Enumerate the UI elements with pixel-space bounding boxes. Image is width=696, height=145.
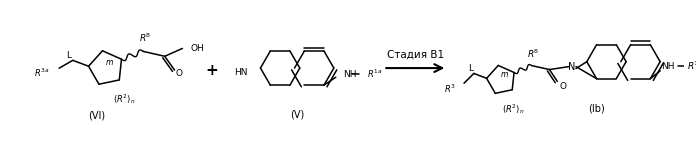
Text: L: L	[66, 51, 72, 60]
Text: NH: NH	[661, 62, 674, 71]
Text: NH: NH	[342, 70, 356, 79]
Text: $(R^2)_n$: $(R^2)_n$	[502, 102, 524, 116]
Text: +: +	[205, 62, 218, 78]
Text: $R^{1a}$: $R^{1a}$	[367, 68, 383, 80]
Text: (Ib): (Ib)	[588, 104, 605, 114]
Text: $R^8$: $R^8$	[139, 31, 151, 44]
Text: O: O	[560, 82, 567, 91]
Text: (V): (V)	[290, 109, 304, 119]
Text: $R^8$: $R^8$	[528, 48, 540, 60]
Text: (VI): (VI)	[88, 110, 105, 120]
Text: $R^3$: $R^3$	[444, 83, 456, 95]
Text: $R^1$: $R^1$	[688, 60, 696, 72]
Text: O: O	[176, 69, 183, 78]
Text: m: m	[500, 70, 508, 79]
Text: Стадия В1: Стадия В1	[387, 49, 444, 59]
Text: OH: OH	[190, 44, 204, 53]
Text: L: L	[468, 64, 473, 73]
Text: $R^{3a}$: $R^{3a}$	[34, 67, 49, 79]
Text: m: m	[105, 58, 113, 67]
Text: $(R^2)_n$: $(R^2)_n$	[113, 93, 135, 106]
Text: N: N	[569, 62, 576, 72]
Text: HN: HN	[234, 68, 248, 77]
